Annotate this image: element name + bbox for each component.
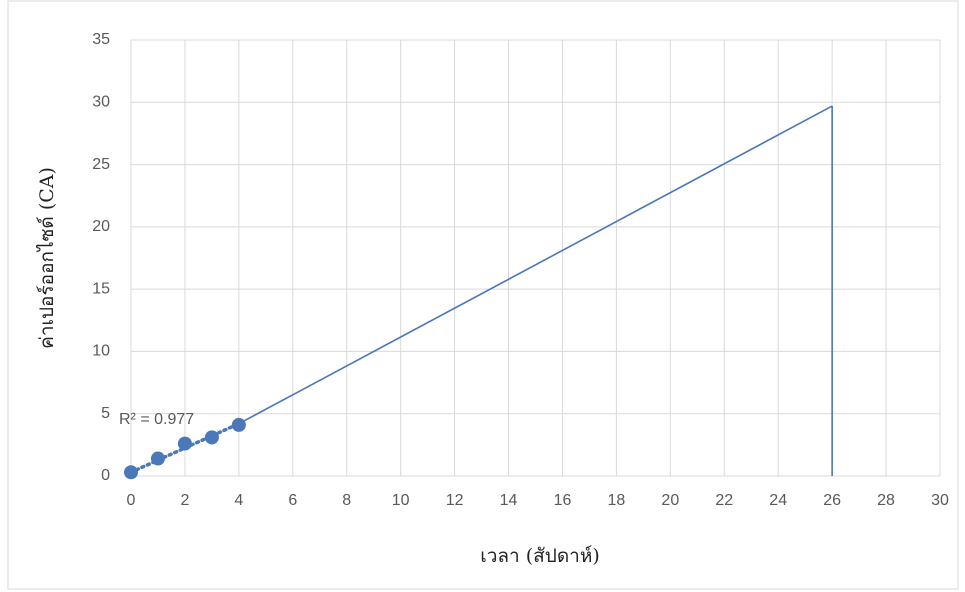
y-axis-label: ค่าเปอร์ออกไซด์ (CA) — [36, 167, 58, 349]
x-tick-label: 16 — [554, 492, 572, 509]
x-tick-label: 8 — [342, 492, 351, 509]
x-tick-label: 10 — [392, 492, 410, 509]
x-tick-label: 4 — [234, 492, 243, 509]
x-tick-label: 30 — [931, 492, 949, 509]
y-tick-label: 25 — [92, 156, 110, 173]
x-tick-label: 0 — [127, 492, 136, 509]
x-tick-label: 20 — [661, 492, 679, 509]
x-axis-label: เวลา (สัปดาห์) — [480, 545, 600, 567]
y-tick-label: 0 — [101, 467, 110, 484]
annotation: R² = 0.977 — [119, 411, 194, 428]
x-tick-label: 6 — [288, 492, 297, 509]
y-tick-label: 30 — [92, 94, 110, 111]
x-tick-label: 28 — [877, 492, 895, 509]
chart-frame — [8, 1, 958, 589]
y-tick-label: 35 — [92, 31, 110, 48]
x-tick-label: 22 — [715, 492, 733, 509]
y-tick-label: 5 — [101, 405, 110, 422]
y-tick-label: 10 — [92, 343, 110, 360]
y-tick-label: 15 — [92, 280, 110, 297]
x-tick-label: 18 — [608, 492, 626, 509]
x-tick-label: 24 — [769, 492, 787, 509]
x-tick-label: 12 — [446, 492, 464, 509]
x-tick-label: 14 — [500, 492, 518, 509]
chart: เวลา (สัปดาห์) ค่าเปอร์ออกไซด์ (CA) 0 5 10… — [0, 0, 965, 592]
y-tick-label: 20 — [92, 218, 110, 235]
x-tick-label: 26 — [823, 492, 841, 509]
x-tick-label: 2 — [180, 492, 189, 509]
